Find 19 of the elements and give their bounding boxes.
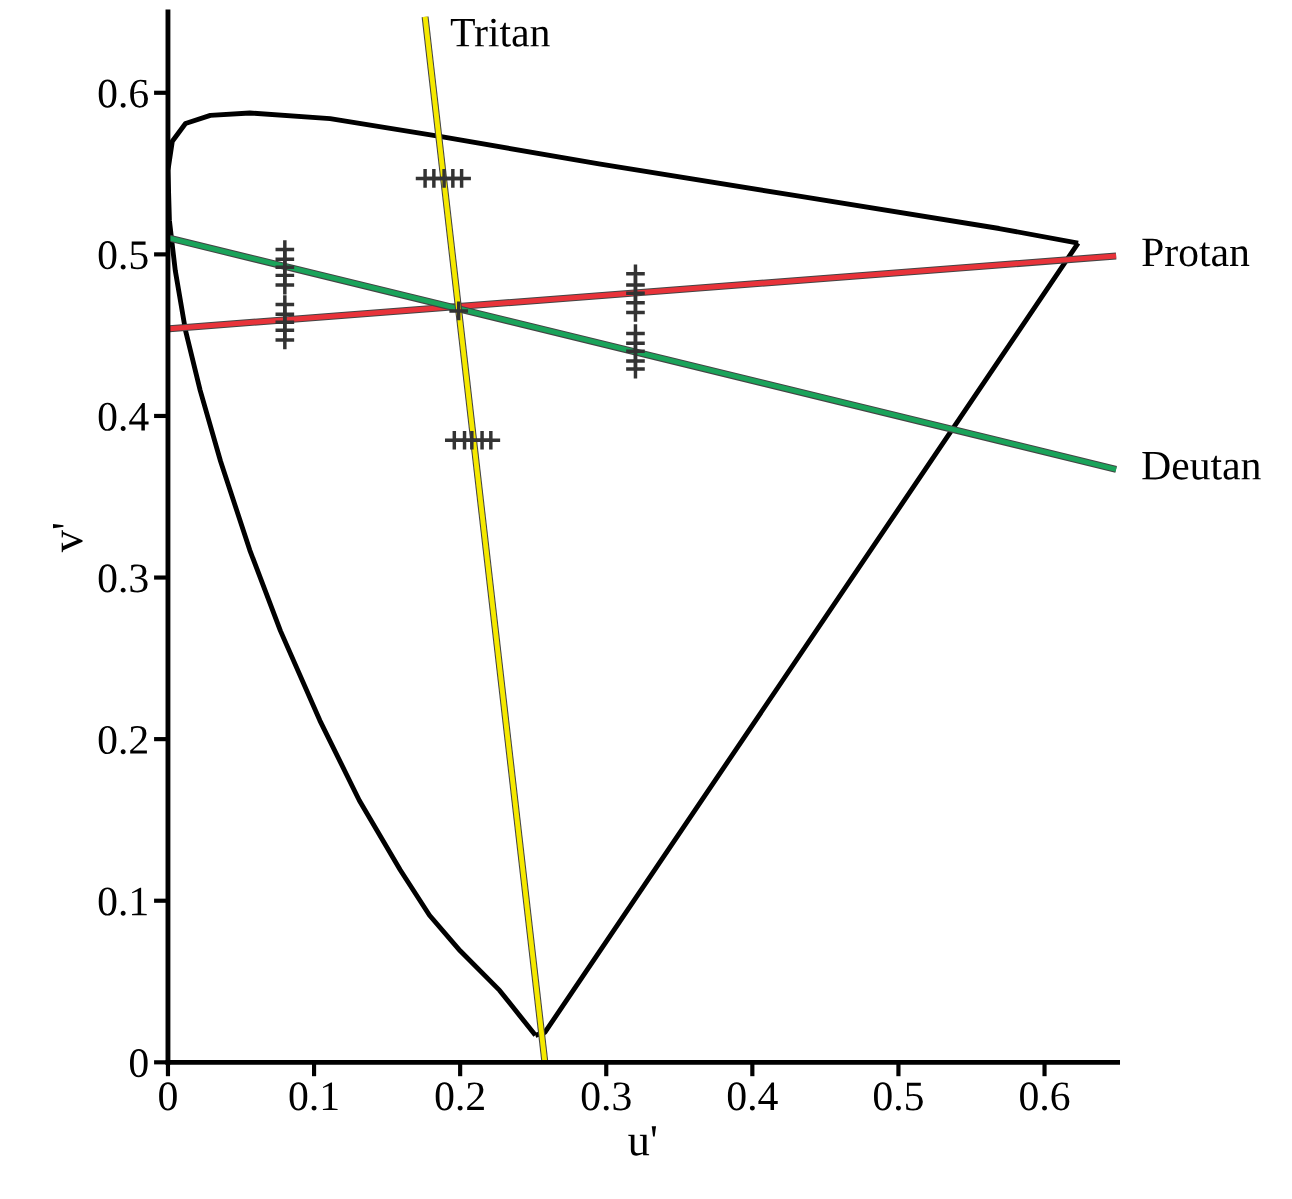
x-tick-label: 0.6 (1020, 1082, 1070, 1111)
x-tick-label: 0.1 (289, 1082, 338, 1111)
y-tick-label: 0.1 (98, 887, 147, 916)
x-tick-label: 0 (159, 1082, 177, 1111)
x-axis-title: u' (628, 1126, 657, 1156)
y-tick-label: 0 (129, 1049, 148, 1078)
x-tick-label: 0.2 (435, 1082, 484, 1111)
y-axis-title: v' (53, 523, 83, 553)
series-label: Deutan (1142, 452, 1261, 480)
series-label: Protan (1142, 238, 1250, 267)
x-tick-label: 0.3 (581, 1082, 631, 1111)
x-tick-label: 0.4 (727, 1082, 778, 1111)
y-tick-label: 0.5 (98, 241, 148, 270)
y-tick-label: 0.3 (98, 564, 148, 593)
series-label: Tritan (450, 18, 550, 47)
y-tick-label: 0.4 (98, 402, 149, 432)
y-tick-label: 0.2 (98, 725, 147, 755)
x-tick-label: 0.5 (873, 1082, 923, 1111)
y-tick-label: 0.6 (98, 79, 148, 108)
